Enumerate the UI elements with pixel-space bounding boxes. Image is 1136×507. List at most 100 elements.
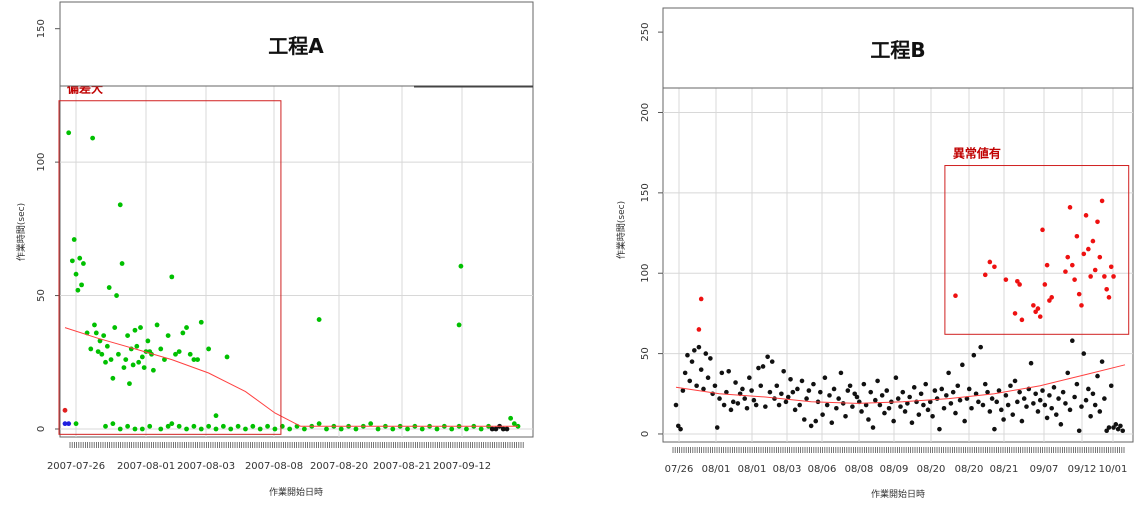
chart-a-data-point: [173, 351, 178, 357]
chart-b-data-point: [1106, 295, 1112, 300]
chart-a-data-point: [73, 421, 79, 427]
chart-b-data-point: [829, 420, 835, 426]
chart-b-data-point: [1102, 274, 1107, 279]
chart-b-data-point: [845, 388, 851, 393]
chart-a-data-point: [489, 426, 495, 432]
chart-b-data-point: [939, 386, 945, 392]
chart-b-data-point: [1076, 428, 1082, 434]
chart-b-data-point: [820, 412, 825, 417]
chart-b-data-point: [1090, 391, 1096, 397]
chart-b-data-point: [1053, 412, 1059, 417]
chart-b-y-tick-label: 100: [640, 264, 651, 283]
chart-b: 0 50 100 150 200 250 07/26 08/01 08/01 08/03 08/0…: [615, 7, 1134, 500]
chart-b-data-point: [806, 388, 812, 393]
chart-b-data-point: [1005, 402, 1011, 408]
chart-a-data-point: [95, 349, 101, 355]
chart-a-x-tick-label: 2007-08-20: [310, 461, 368, 472]
chart-a-data-point: [130, 362, 136, 368]
chart-b-trend-line: [675, 364, 1126, 404]
chart-b-data-point: [682, 370, 688, 376]
chart-a-data-point: [123, 357, 129, 363]
chart-a-title-box: [59, 1, 534, 87]
chart-b-data-point: [1079, 404, 1084, 409]
chart-b-data-point: [804, 396, 809, 401]
chart-a-title-panel: 工程A: [59, 1, 534, 88]
chart-a-data-point: [165, 423, 171, 429]
chart-a-data-point: [103, 359, 108, 365]
chart-b-data-point: [998, 407, 1004, 413]
chart-b-data-point: [1120, 428, 1126, 434]
chart-b-annotation-label: 異常値有: [953, 146, 1001, 161]
chart-b-data-point: [1095, 373, 1100, 379]
chart-b-data-point: [838, 370, 844, 376]
chart-a-data-point: [198, 319, 204, 325]
chart-b-data-point: [868, 389, 874, 395]
chart-b-data-point: [1113, 422, 1119, 427]
chart-b-data-point: [696, 344, 702, 350]
chart-a-y-tick-label: 150: [36, 19, 47, 38]
chart-b-data-point: [799, 378, 805, 384]
chart-b-data-point: [1056, 396, 1061, 401]
chart-b-data-point: [781, 368, 786, 374]
chart-a-data-point: [405, 426, 410, 432]
chart-a-data-point: [493, 426, 499, 432]
chart-b-data-point: [792, 407, 798, 413]
chart-a-y-axis-label: 作業時間(sec): [15, 203, 27, 261]
chart-a-data-point: [511, 421, 517, 427]
chart-a-data-point: [176, 423, 182, 429]
chart-b-y-tick-label: 50: [640, 347, 651, 360]
chart-b-data-point: [1028, 360, 1034, 366]
chart-a-data-point: [191, 423, 197, 429]
chart-b-data-point: [1033, 309, 1038, 315]
chart-a-data-point: [195, 357, 200, 363]
chart-b-data-point: [953, 293, 958, 299]
chart-b-data-point: [971, 352, 977, 358]
chart-a-data-point: [81, 261, 86, 266]
chart-b-data-point: [705, 375, 711, 381]
chart-a-x-tick-label: 2007-08-01: [117, 461, 175, 472]
chart-a-title: 工程A: [268, 34, 324, 58]
chart-b-data-point: [1108, 264, 1114, 270]
chart-a-data-point: [62, 407, 68, 413]
chart-b-x-tick-label: 08/06: [808, 464, 837, 475]
chart-b-data-point: [698, 296, 704, 302]
chart-b-data-point: [898, 404, 903, 409]
chart-b-data-point: [1015, 278, 1020, 284]
chart-a-x-tick-label: 2007-08-03: [177, 461, 235, 472]
chart-b-data-point: [950, 389, 956, 395]
chart-b-data-point: [870, 425, 876, 430]
chart-a-data-point: [103, 423, 108, 429]
chart-a-data-point: [187, 351, 193, 357]
chart-a-data-point: [141, 365, 147, 371]
chart-b-data-point: [1012, 378, 1018, 384]
chart-b-data-point: [714, 425, 720, 430]
chart-a-x-axis-label: 作業開始日時: [269, 486, 323, 498]
chart-b-data-point: [992, 264, 997, 270]
chart-a-data-point: [125, 423, 131, 429]
chart-b-data-point: [927, 399, 933, 405]
chart-a-data-point: [116, 351, 121, 357]
chart-b-annotation-box: [944, 165, 1130, 335]
chart-a-data-point: [353, 426, 359, 432]
chart-a-data-point: [106, 285, 112, 290]
chart-a-data-point: [176, 349, 182, 355]
chart-b-data-point: [1106, 425, 1112, 430]
chart-b-data-point: [769, 359, 775, 364]
chart-b-data-point: [678, 426, 683, 432]
chart-b-data-point: [685, 352, 690, 358]
chart-b-data-point: [735, 401, 741, 406]
chart-a-data-point: [184, 426, 189, 432]
chart-b-data-point: [914, 399, 919, 405]
chart-b-data-point: [1102, 396, 1107, 401]
chart-b-data-point: [703, 351, 709, 356]
chart-b-data-point: [882, 410, 887, 416]
chart-a-data-point: [121, 365, 127, 371]
chart-a-data-point: [224, 354, 230, 360]
chart-b-data-point: [847, 383, 853, 389]
chart-b-data-point: [964, 396, 970, 401]
chart-a-data-point: [134, 343, 140, 349]
chart-b-data-point: [1035, 306, 1041, 311]
chart-b-data-point: [831, 386, 837, 392]
chart-b-data-point: [698, 367, 704, 372]
chart-a-data-point: [154, 322, 160, 328]
